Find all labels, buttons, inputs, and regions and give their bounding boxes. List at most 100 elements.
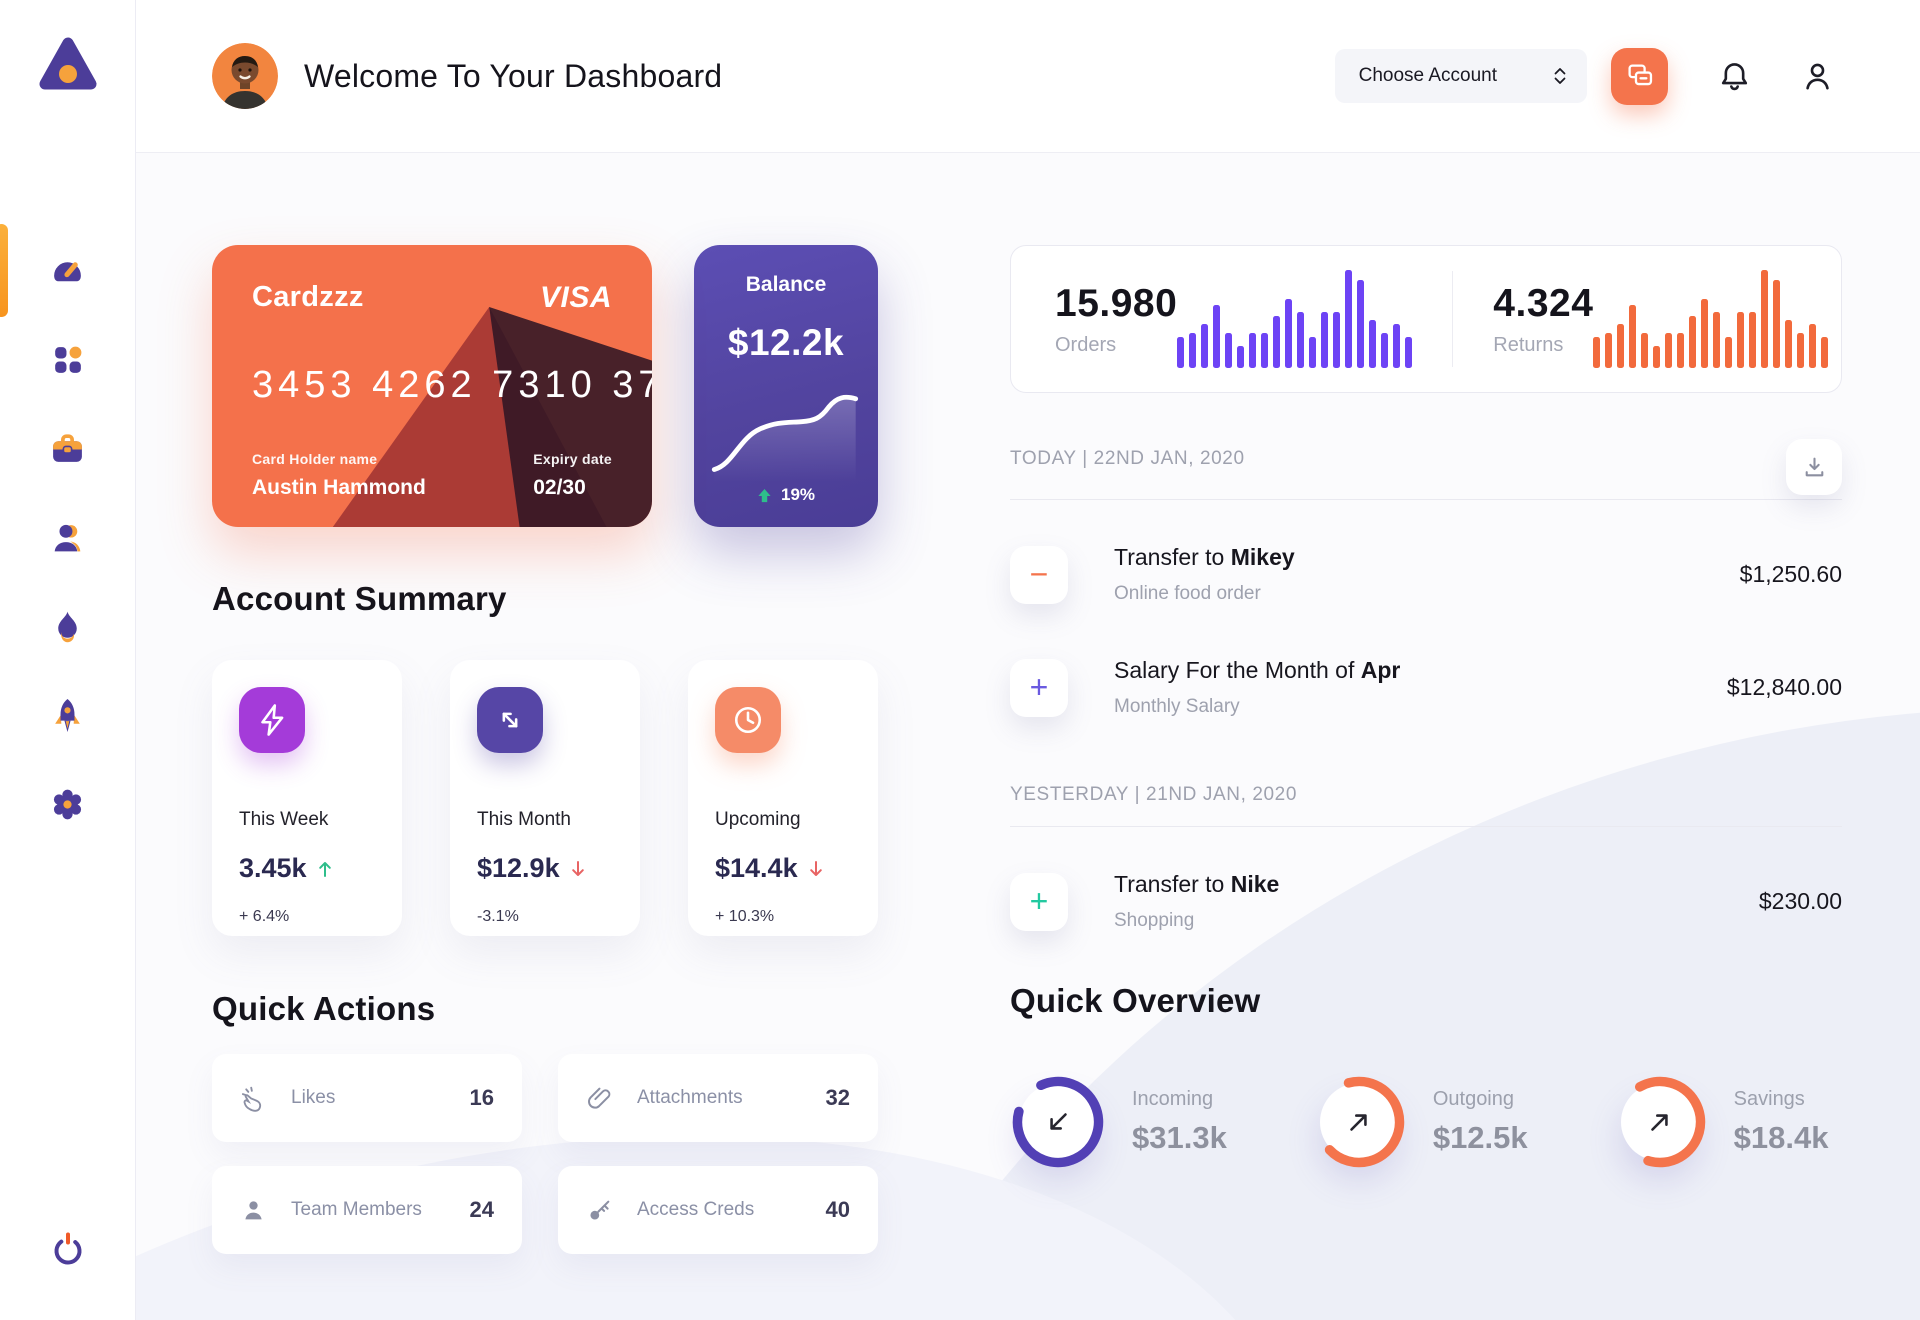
lightning-bolt-icon bbox=[261, 704, 284, 736]
overview-savings: Savings $18.4k bbox=[1612, 1074, 1829, 1170]
page-title: Welcome To Your Dashboard bbox=[304, 57, 723, 94]
card-holder-name: Austin Hammond bbox=[252, 476, 426, 499]
action-count: 24 bbox=[469, 1197, 494, 1222]
returns-bar-chart bbox=[1593, 270, 1829, 368]
team-member-icon bbox=[245, 1200, 262, 1219]
profile-button[interactable] bbox=[1801, 60, 1834, 93]
divider bbox=[1010, 499, 1842, 500]
action-card-team-members[interactable]: Team Members 24 bbox=[212, 1166, 522, 1254]
transaction-title: Salary For the Month of Apr bbox=[1114, 657, 1401, 683]
expiry-value: 02/30 bbox=[533, 476, 586, 499]
action-card-access-creds[interactable]: Access Creds 40 bbox=[558, 1166, 878, 1254]
overview-label: Incoming bbox=[1132, 1088, 1214, 1110]
gear-icon bbox=[53, 789, 82, 820]
summary-card-upcoming[interactable]: Upcoming $14.4k + 10.3% bbox=[688, 660, 878, 936]
choose-account-label: Choose Account bbox=[1358, 65, 1497, 86]
stats-panel: 15.980 Orders 4.324 Returns bbox=[1010, 245, 1842, 393]
sidebar-item-contacts[interactable] bbox=[0, 493, 135, 582]
card-holder-label: Card Holder name bbox=[252, 451, 378, 467]
overview-value: $18.4k bbox=[1733, 1120, 1829, 1155]
balance-value: $12.2k bbox=[727, 322, 845, 363]
summary-label: Upcoming bbox=[715, 809, 801, 830]
summary-change: + 6.4% bbox=[239, 908, 290, 925]
orders-bar-chart bbox=[1177, 270, 1413, 368]
expiry-label: Expiry date bbox=[533, 451, 612, 467]
user-avatar[interactable] bbox=[212, 43, 278, 109]
dashboard-content: Cardzzz VISA 3453 4262 7310 3728 Card Ho… bbox=[136, 153, 1920, 1320]
top-header: Welcome To Your Dashboard Choose Account bbox=[136, 0, 1920, 153]
action-label: Access Creds bbox=[637, 1199, 755, 1220]
key-icon bbox=[590, 1200, 610, 1220]
action-card-attachments[interactable]: Attachments 32 bbox=[558, 1054, 878, 1142]
orders-value: 15.980 bbox=[1055, 281, 1178, 325]
orders-stat: 15.980 Orders bbox=[1015, 270, 1452, 368]
sidebar-item-trending[interactable] bbox=[0, 582, 135, 671]
action-card-likes[interactable]: Likes 16 bbox=[212, 1054, 522, 1142]
overview-incoming: Incoming $31.3k bbox=[1010, 1074, 1227, 1170]
sidebar-item-settings[interactable] bbox=[0, 760, 135, 849]
trend-up-icon bbox=[318, 861, 331, 877]
overview-value: $12.5k bbox=[1432, 1120, 1528, 1155]
transactions-date-today: TODAY | 22ND JAN, 2020 bbox=[1010, 448, 1245, 469]
incoming-progress-ring bbox=[1012, 1076, 1104, 1168]
action-label: Attachments bbox=[637, 1087, 743, 1108]
grid-dots-icon bbox=[55, 346, 82, 373]
logout-button[interactable] bbox=[48, 1229, 88, 1274]
transaction-row-mikey[interactable]: − Transfer to Mikey Online food order $1… bbox=[1010, 500, 1842, 645]
transaction-subtitle: Online food order bbox=[1114, 583, 1261, 604]
returns-label: Returns bbox=[1493, 333, 1564, 356]
summary-card-this-week[interactable]: This Week 3.45k + 6.4% bbox=[212, 660, 402, 936]
transaction-subtitle: Monthly Salary bbox=[1114, 696, 1240, 717]
transactions-date-yesterday: YESTERDAY | 21ND JAN, 2020 bbox=[1010, 784, 1297, 805]
summary-label: This Week bbox=[239, 809, 329, 830]
flame-icon bbox=[58, 611, 77, 643]
bell-icon bbox=[1721, 62, 1748, 90]
app-logo[interactable] bbox=[36, 34, 100, 98]
overview-value: $31.3k bbox=[1132, 1120, 1227, 1155]
sidebar-item-apps[interactable] bbox=[0, 315, 135, 404]
action-count: 32 bbox=[825, 1085, 850, 1110]
transaction-plus-icon: + bbox=[1010, 658, 1068, 717]
transaction-amount: $230.00 bbox=[1758, 888, 1842, 914]
choose-account-select[interactable]: Choose Account bbox=[1334, 49, 1587, 103]
person-icon bbox=[54, 524, 81, 552]
transaction-row-nike[interactable]: + Transfer to Nike Shopping $230.00 bbox=[1010, 827, 1842, 960]
summary-card-this-month[interactable]: This Month $12.9k -3.1% bbox=[450, 660, 640, 936]
orders-label: Orders bbox=[1055, 333, 1117, 356]
balance-trend-chart bbox=[711, 394, 859, 482]
summary-change: + 10.3% bbox=[715, 908, 775, 925]
quick-actions-title: Quick Actions bbox=[212, 990, 436, 1027]
download-statement-button[interactable] bbox=[1786, 439, 1842, 495]
sidebar-item-portfolio[interactable] bbox=[0, 404, 135, 493]
returns-value: 4.324 bbox=[1493, 281, 1594, 325]
transaction-row-salary[interactable]: + Salary For the Month of Apr Monthly Sa… bbox=[1010, 645, 1842, 758]
savings-progress-ring bbox=[1614, 1076, 1705, 1168]
trend-down-icon bbox=[571, 860, 584, 876]
transaction-plus-icon: + bbox=[1010, 872, 1068, 931]
summary-label: This Month bbox=[477, 809, 571, 830]
chat-bubbles-icon bbox=[1627, 64, 1652, 86]
user-icon bbox=[1806, 63, 1829, 89]
notifications-button[interactable] bbox=[1718, 60, 1751, 93]
returns-stat: 4.324 Returns bbox=[1452, 270, 1868, 368]
transaction-amount: $12,840.00 bbox=[1726, 674, 1842, 700]
summary-value: 3.45k bbox=[239, 853, 307, 883]
balance-change: 19% bbox=[780, 485, 816, 504]
sidebar-item-dashboard[interactable] bbox=[0, 224, 135, 317]
sidebar-item-launch[interactable] bbox=[0, 671, 135, 760]
transaction-title: Transfer to Mikey bbox=[1114, 544, 1295, 570]
speedometer-icon bbox=[54, 262, 81, 282]
balance-title: Balance bbox=[745, 273, 827, 296]
power-icon bbox=[54, 1232, 81, 1265]
sidebar bbox=[0, 0, 136, 1320]
action-label: Team Members bbox=[291, 1199, 422, 1220]
transaction-minus-icon: − bbox=[1010, 545, 1068, 604]
summary-value: $12.9k bbox=[477, 853, 560, 883]
up-arrow-icon bbox=[758, 488, 771, 502]
action-count: 40 bbox=[825, 1197, 850, 1222]
visa-logo: VISA bbox=[539, 281, 612, 314]
credit-card[interactable]: Cardzzz VISA 3453 4262 7310 3728 Card Ho… bbox=[212, 245, 652, 527]
clock-icon bbox=[734, 706, 762, 734]
messages-button[interactable] bbox=[1611, 47, 1668, 105]
balance-card[interactable]: Balance $12.2k bbox=[694, 245, 878, 527]
